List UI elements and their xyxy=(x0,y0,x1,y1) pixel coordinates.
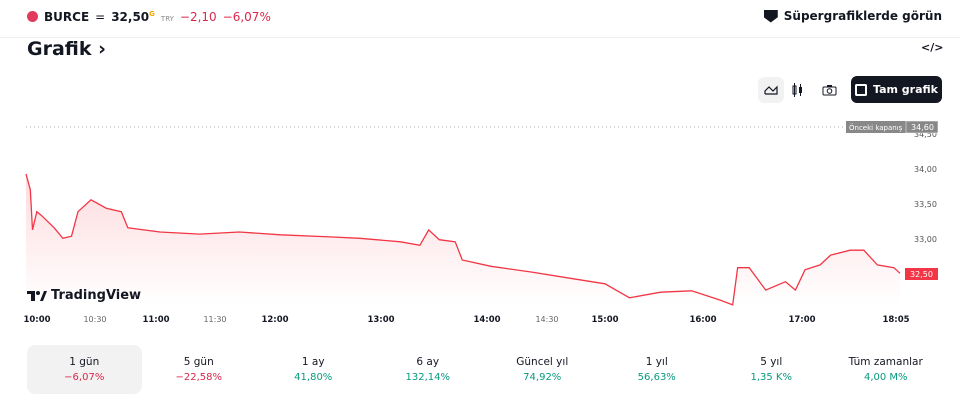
previous-close-badge xyxy=(846,121,906,133)
period-change: 74,92% xyxy=(523,372,562,383)
symbol-header: BURCE = 32,50G TRY −2,10 −6,07% Süpergra… xyxy=(0,0,960,38)
x-tick-label: 13:00 xyxy=(367,315,394,325)
period-tab[interactable]: 1 ay 41,80% xyxy=(256,345,371,394)
period-change: 41,80% xyxy=(294,372,333,383)
x-tick-label: 11:30 xyxy=(203,315,226,324)
y-tick-label: 33,50 xyxy=(914,200,937,209)
last-price-label: 32,50 xyxy=(910,270,933,279)
page-title[interactable]: Grafik › xyxy=(27,38,106,60)
company-logo-icon xyxy=(27,11,38,22)
symbol-quote: BURCE = 32,50G TRY −2,10 −6,07% xyxy=(27,10,271,24)
price-area xyxy=(26,173,900,305)
last-price-badge xyxy=(905,268,938,280)
supercharts-label: Süpergrafiklerde görün xyxy=(783,9,942,23)
embed-code-icon[interactable]: </> xyxy=(921,41,944,54)
period-tab[interactable]: 5 yıl 1,35 K% xyxy=(714,345,829,394)
x-tick-label: 10:00 xyxy=(23,315,50,325)
x-tick-label: 11:00 xyxy=(142,315,169,325)
period-change: 4,00 M% xyxy=(863,372,908,383)
previous-close-label: Önceki kapanış xyxy=(849,123,903,132)
previous-close-value: 34,60 xyxy=(911,123,934,132)
period-tab[interactable]: 1 gün −6,07% xyxy=(27,345,142,394)
period-tab[interactable]: 1 yıl 56,63% xyxy=(600,345,715,394)
period-label: 6 ay xyxy=(416,356,440,368)
price-change: −2,10 xyxy=(179,10,217,24)
period-tab[interactable]: 5 gün −22,58% xyxy=(142,345,257,394)
full-chart-button[interactable]: Tam grafik xyxy=(851,76,942,103)
x-tick-label: 18:05 xyxy=(882,315,909,325)
y-tick-label: 33,00 xyxy=(914,235,937,244)
price-change-percent: −6,07% xyxy=(222,10,271,24)
x-tick-label: 15:00 xyxy=(591,315,618,325)
period-tab[interactable]: Tüm zamanlar 4,00 M% xyxy=(829,345,944,394)
equals-sign: = xyxy=(95,10,106,24)
tradingview-logo: TradingView xyxy=(27,288,141,303)
period-label: 1 gün xyxy=(69,356,100,368)
period-change: −22,58% xyxy=(175,372,222,383)
y-tick-label: 34,50 xyxy=(914,130,937,139)
period-tab[interactable]: Güncel yıl 74,92% xyxy=(485,345,600,394)
period-change: 56,63% xyxy=(637,372,676,383)
period-change: 1,35 K% xyxy=(750,372,792,383)
symbol-name[interactable]: BURCE xyxy=(44,10,90,24)
period-change: 132,14% xyxy=(405,372,451,383)
supercharts-icon xyxy=(763,9,778,23)
period-tab[interactable]: 6 ay 132,14% xyxy=(371,345,486,394)
full-chart-label: Tam grafik xyxy=(873,83,938,96)
period-label: 1 yıl xyxy=(645,356,668,368)
x-tick-label: 16:00 xyxy=(689,315,716,325)
period-label: Tüm zamanlar xyxy=(848,356,923,368)
price-flag: G xyxy=(149,10,155,18)
candles-icon[interactable] xyxy=(784,77,810,103)
x-tick-label: 12:00 xyxy=(261,315,288,325)
x-tick-label: 17:00 xyxy=(788,315,815,325)
period-label: 1 ay xyxy=(301,356,325,368)
fullscreen-icon xyxy=(855,83,867,96)
period-tabs: 1 gün −6,07% 5 gün −22,58% 1 ay 41,80% 6 ay 132… xyxy=(27,345,943,394)
supercharts-link[interactable]: Süpergrafiklerde görün xyxy=(763,9,942,23)
period-change: −6,07% xyxy=(64,372,105,383)
x-tick-label: 10:30 xyxy=(83,315,106,324)
chevron-right-icon: › xyxy=(98,38,106,60)
tradingview-icon xyxy=(27,290,47,301)
chart-style-toggle xyxy=(758,77,810,103)
camera-icon[interactable] xyxy=(816,77,842,103)
currency: TRY xyxy=(160,15,174,23)
previous-close-value-badge xyxy=(905,120,939,134)
last-price: 32,50G xyxy=(111,10,155,24)
period-label: Güncel yıl xyxy=(516,356,569,368)
period-label: 5 gün xyxy=(183,356,214,368)
price-chart[interactable]: 34,50 34,00 33,50 33,00 Önceki kapanış 34,60 3… xyxy=(0,110,960,330)
period-label: 5 yıl xyxy=(760,356,783,368)
price-line xyxy=(25,173,901,306)
x-tick-label: 14:30 xyxy=(535,315,558,324)
y-tick-label: 34,00 xyxy=(914,165,937,174)
x-tick-label: 14:00 xyxy=(473,315,500,325)
line-chart-icon[interactable] xyxy=(758,77,784,103)
